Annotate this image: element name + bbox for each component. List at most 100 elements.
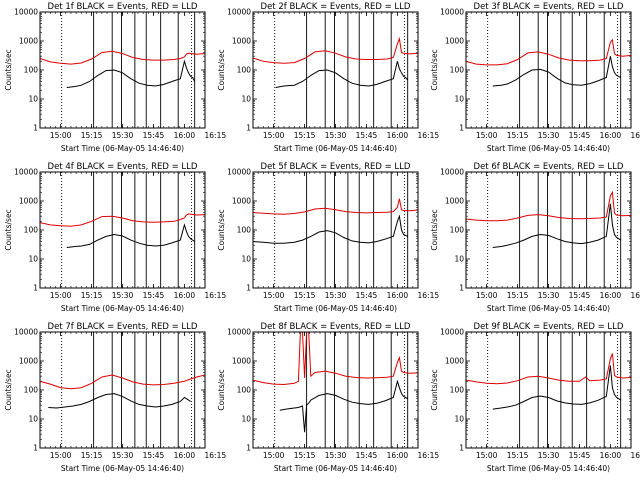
y-tick-label: 10000: [227, 8, 251, 17]
x-tick-label: 16:15: [205, 131, 227, 140]
y-tick-label: 10: [454, 255, 464, 264]
x-tick-label: 15:45: [143, 291, 165, 300]
detector-panel-7: Det 7f BLACK = Events, RED = LLD Counts/s…: [4, 322, 226, 473]
y-tick-label: 10000: [14, 168, 38, 177]
x-tick-label: 16:15: [418, 131, 440, 140]
x-tick-label: 15:45: [356, 451, 378, 460]
plot-frame: [252, 11, 419, 129]
x-tick-label: 15:30: [112, 451, 134, 460]
x-tick-label: 15:00: [263, 451, 285, 460]
y-tick-label: 100: [450, 226, 465, 235]
x-tick-label: 15:15: [81, 451, 103, 460]
chart-title: Det 3f BLACK = Events, RED = LLD: [474, 2, 624, 12]
x-tick-label: 15:00: [476, 451, 498, 460]
x-axis-label: Start Time (06-May-05 14:46:40): [487, 304, 610, 313]
y-tick-label: 1: [459, 284, 464, 293]
y-tick-label: 1: [246, 444, 251, 453]
lld-series-line: [253, 36, 418, 64]
y-tick-label: 1000: [445, 357, 464, 366]
events-series-line: [279, 379, 408, 433]
x-tick-label: 16:00: [387, 131, 409, 140]
y-tick-label: 1000: [232, 357, 251, 366]
lld-series-line: [253, 198, 418, 215]
y-tick-label: 10000: [227, 328, 251, 337]
x-axis-label: Start Time (06-May-05 14:46:40): [487, 144, 610, 153]
y-tick-label: 1000: [19, 37, 38, 46]
x-tick-label: 16:00: [174, 291, 196, 300]
x-tick-label: 15:15: [294, 291, 316, 300]
y-axis-label: Counts/sec: [217, 49, 226, 90]
detector-panel-2: Det 2f BLACK = Events, RED = LLD Counts/s…: [217, 2, 439, 153]
x-tick-label: 15:15: [294, 131, 316, 140]
y-tick-label: 100: [450, 66, 465, 75]
x-tick-label: 15:00: [50, 131, 72, 140]
events-series-line: [66, 223, 195, 248]
x-tick-label: 15:30: [325, 291, 347, 300]
lld-series-line: [40, 213, 205, 227]
x-tick-label: 15:15: [507, 291, 529, 300]
y-axis-label: Counts/sec: [430, 369, 439, 410]
y-tick-label: 10: [241, 95, 251, 104]
plot-frame: [465, 171, 632, 289]
x-tick-label: 15:15: [81, 291, 103, 300]
events-series-line: [275, 61, 409, 88]
chart-title: Det 5f BLACK = Events, RED = LLD: [261, 162, 411, 172]
plot-frame: [252, 331, 419, 449]
chart-title: Det 7f BLACK = Events, RED = LLD: [48, 322, 198, 332]
detector-panel-9: Det 9f BLACK = Events, RED = LLD Counts/s…: [430, 322, 640, 473]
y-axis-label: Counts/sec: [4, 49, 13, 90]
y-axis-label: Counts/sec: [4, 209, 13, 250]
y-tick-label: 100: [237, 386, 252, 395]
events-series-line: [492, 203, 621, 248]
y-tick-label: 1: [33, 124, 38, 133]
plot-frame: [252, 171, 419, 289]
x-tick-label: 16:00: [387, 291, 409, 300]
detector-panel-3: Det 3f BLACK = Events, RED = LLD Counts/s…: [430, 2, 640, 153]
x-tick-label: 15:45: [569, 291, 591, 300]
y-tick-label: 10: [28, 415, 38, 424]
x-tick-label: 15:45: [569, 451, 591, 460]
x-tick-label: 15:00: [263, 291, 285, 300]
lld-series-line: [466, 353, 631, 385]
y-tick-label: 100: [450, 386, 465, 395]
x-tick-label: 15:45: [356, 131, 378, 140]
y-tick-label: 10: [241, 255, 251, 264]
detector-panel-1: Det 1f BLACK = Events, RED = LLD Counts/s…: [4, 2, 226, 153]
plot-frame: [39, 171, 206, 289]
chart-title: Det 6f BLACK = Events, RED = LLD: [474, 162, 624, 172]
y-tick-label: 100: [24, 66, 39, 75]
y-axis-label: Counts/sec: [217, 369, 226, 410]
x-tick-label: 15:30: [112, 291, 134, 300]
y-tick-label: 10000: [14, 8, 38, 17]
y-tick-label: 1000: [232, 197, 251, 206]
y-tick-label: 1000: [445, 37, 464, 46]
x-tick-label: 15:30: [325, 131, 347, 140]
y-tick-label: 10000: [440, 168, 464, 177]
y-tick-label: 1: [33, 284, 38, 293]
x-tick-label: 15:00: [476, 131, 498, 140]
x-tick-label: 15:00: [50, 291, 72, 300]
y-tick-label: 10: [454, 415, 464, 424]
chart-title: Det 2f BLACK = Events, RED = LLD: [261, 2, 411, 12]
y-tick-label: 100: [24, 386, 39, 395]
x-tick-label: 15:15: [294, 451, 316, 460]
chart-title: Det 8f BLACK = Events, RED = LLD: [261, 322, 411, 332]
events-series-line: [66, 59, 196, 88]
y-tick-label: 1: [459, 124, 464, 133]
x-axis-label: Start Time (06-May-05 14:46:40): [61, 144, 184, 153]
y-tick-label: 100: [237, 226, 252, 235]
x-tick-label: 15:15: [81, 131, 103, 140]
chart-title: Det 4f BLACK = Events, RED = LLD: [48, 162, 198, 172]
y-tick-label: 100: [24, 226, 39, 235]
x-tick-label: 16:00: [600, 451, 622, 460]
detector-panel-6: Det 6f BLACK = Events, RED = LLD Counts/s…: [430, 162, 640, 313]
y-tick-label: 10: [28, 95, 38, 104]
chart-title: Det 9f BLACK = Events, RED = LLD: [474, 322, 624, 332]
y-tick-label: 10: [241, 415, 251, 424]
lld-series-line: [40, 374, 205, 390]
plot-frame: [465, 331, 632, 449]
x-tick-label: 16:15: [205, 291, 227, 300]
y-tick-label: 1: [33, 444, 38, 453]
plot-frame: [39, 11, 206, 129]
